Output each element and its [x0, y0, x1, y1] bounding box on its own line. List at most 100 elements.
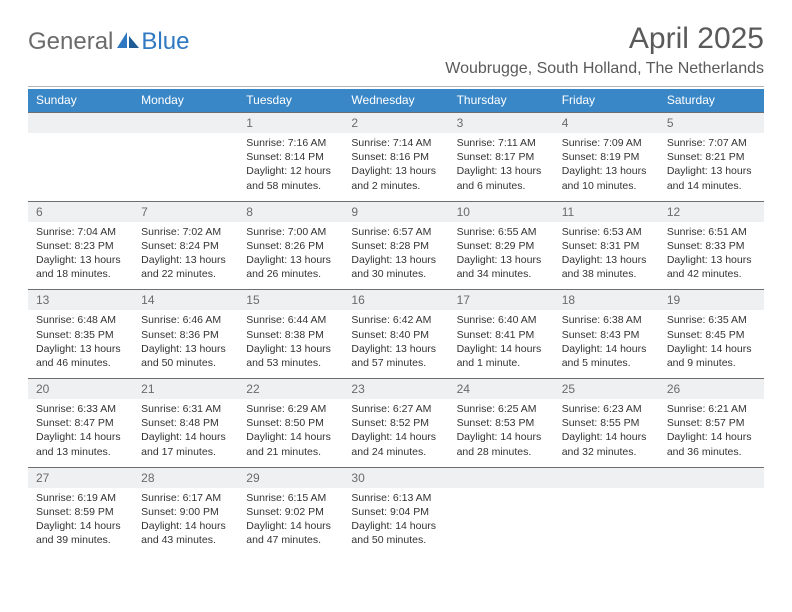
day-cell-line: Sunrise: 7:11 AM — [457, 136, 546, 150]
day-cell-line: Sunrise: 6:46 AM — [141, 313, 230, 327]
weekday-header: Thursday — [449, 89, 554, 112]
calendar-page: General Blue April 2025 Woubrugge, South… — [0, 0, 792, 575]
logo: General Blue — [28, 22, 189, 56]
weekday-header: Saturday — [659, 89, 764, 112]
day-cell-line: and 36 minutes. — [667, 445, 756, 459]
title-block: April 2025 Woubrugge, South Holland, The… — [445, 22, 764, 78]
day-cell-line: Sunrise: 6:51 AM — [667, 225, 756, 239]
day-cell-line: Sunset: 8:48 PM — [141, 416, 230, 430]
calendar-grid: SundayMondayTuesdayWednesdayThursdayFrid… — [28, 89, 764, 555]
day-cell: Sunrise: 6:17 AMSunset: 9:00 PMDaylight:… — [133, 488, 238, 556]
day-cell-line: Sunset: 8:52 PM — [351, 416, 440, 430]
day-cell-line: Sunrise: 7:14 AM — [351, 136, 440, 150]
day-cell-line: Sunrise: 7:16 AM — [246, 136, 335, 150]
day-cell: Sunrise: 6:53 AMSunset: 8:31 PMDaylight:… — [554, 222, 659, 290]
day-number — [28, 112, 133, 133]
day-cell-line: Sunset: 8:40 PM — [351, 328, 440, 342]
day-cell-line: Daylight: 14 hours — [562, 342, 651, 356]
day-number: 7 — [133, 201, 238, 222]
logo-sail-icon — [117, 30, 139, 55]
day-cell: Sunrise: 7:02 AMSunset: 8:24 PMDaylight:… — [133, 222, 238, 290]
day-cell: Sunrise: 7:14 AMSunset: 8:16 PMDaylight:… — [343, 133, 448, 201]
day-cell-line: Sunset: 8:19 PM — [562, 150, 651, 164]
day-cell-line: Daylight: 13 hours — [457, 253, 546, 267]
day-cell-line: and 5 minutes. — [562, 356, 651, 370]
day-cell-line: Sunset: 8:53 PM — [457, 416, 546, 430]
day-cell-line: and 50 minutes. — [141, 356, 230, 370]
day-cell-line: Sunrise: 6:13 AM — [351, 491, 440, 505]
day-cell: Sunrise: 7:04 AMSunset: 8:23 PMDaylight:… — [28, 222, 133, 290]
month-title: April 2025 — [445, 22, 764, 56]
day-cell-line: Daylight: 13 hours — [246, 342, 335, 356]
weekday-header: Monday — [133, 89, 238, 112]
day-cell-line: Daylight: 13 hours — [141, 342, 230, 356]
day-cell: Sunrise: 6:35 AMSunset: 8:45 PMDaylight:… — [659, 310, 764, 378]
day-cell-line: Daylight: 13 hours — [562, 164, 651, 178]
day-cell-line: and 34 minutes. — [457, 267, 546, 281]
day-cell-line: Sunrise: 6:40 AM — [457, 313, 546, 327]
day-cell: Sunrise: 6:38 AMSunset: 8:43 PMDaylight:… — [554, 310, 659, 378]
day-cell: Sunrise: 6:51 AMSunset: 8:33 PMDaylight:… — [659, 222, 764, 290]
day-cell-line: Sunrise: 6:44 AM — [246, 313, 335, 327]
day-cell-line: Sunset: 9:00 PM — [141, 505, 230, 519]
day-cell: Sunrise: 6:25 AMSunset: 8:53 PMDaylight:… — [449, 399, 554, 467]
day-cell: Sunrise: 6:13 AMSunset: 9:04 PMDaylight:… — [343, 488, 448, 556]
day-cell-line: Sunrise: 7:04 AM — [36, 225, 125, 239]
day-cell — [133, 133, 238, 201]
day-cell-line: and 43 minutes. — [141, 533, 230, 547]
day-cell: Sunrise: 6:57 AMSunset: 8:28 PMDaylight:… — [343, 222, 448, 290]
weekday-header: Tuesday — [238, 89, 343, 112]
day-cell-line: and 10 minutes. — [562, 179, 651, 193]
day-cell: Sunrise: 6:29 AMSunset: 8:50 PMDaylight:… — [238, 399, 343, 467]
day-cell-line: Daylight: 14 hours — [36, 519, 125, 533]
day-cell-line: Sunset: 8:45 PM — [667, 328, 756, 342]
day-cell-line: Sunset: 8:59 PM — [36, 505, 125, 519]
day-number: 16 — [343, 289, 448, 310]
day-cell-line: and 42 minutes. — [667, 267, 756, 281]
day-number: 8 — [238, 201, 343, 222]
day-cell-line: and 24 minutes. — [351, 445, 440, 459]
day-cell-line: Sunrise: 7:00 AM — [246, 225, 335, 239]
day-cell-line: Sunrise: 6:15 AM — [246, 491, 335, 505]
day-cell-line: Sunset: 8:21 PM — [667, 150, 756, 164]
day-number: 9 — [343, 201, 448, 222]
day-cell-line: Daylight: 13 hours — [351, 342, 440, 356]
day-cell-line: Sunset: 8:41 PM — [457, 328, 546, 342]
day-cell: Sunrise: 7:11 AMSunset: 8:17 PMDaylight:… — [449, 133, 554, 201]
day-cell-line: and 26 minutes. — [246, 267, 335, 281]
day-number: 12 — [659, 201, 764, 222]
day-cell-line: Daylight: 12 hours — [246, 164, 335, 178]
day-cell-line: Daylight: 14 hours — [36, 430, 125, 444]
day-number — [659, 467, 764, 488]
day-cell-line: and 53 minutes. — [246, 356, 335, 370]
day-cell-line: Sunrise: 6:25 AM — [457, 402, 546, 416]
day-cell-line: and 2 minutes. — [351, 179, 440, 193]
day-number: 24 — [449, 378, 554, 399]
day-number: 23 — [343, 378, 448, 399]
day-cell-line: Sunrise: 6:55 AM — [457, 225, 546, 239]
day-cell-line: Sunset: 8:43 PM — [562, 328, 651, 342]
day-cell-line: Daylight: 13 hours — [246, 253, 335, 267]
day-cell-line: and 9 minutes. — [667, 356, 756, 370]
day-cell: Sunrise: 7:09 AMSunset: 8:19 PMDaylight:… — [554, 133, 659, 201]
day-number: 15 — [238, 289, 343, 310]
day-cell-line: Daylight: 13 hours — [36, 253, 125, 267]
day-cell — [554, 488, 659, 556]
day-cell-line: and 47 minutes. — [246, 533, 335, 547]
day-cell-line: and 13 minutes. — [36, 445, 125, 459]
day-cell-line: Sunrise: 6:21 AM — [667, 402, 756, 416]
day-cell: Sunrise: 6:44 AMSunset: 8:38 PMDaylight:… — [238, 310, 343, 378]
day-number: 3 — [449, 112, 554, 133]
day-cell-line: Sunset: 8:57 PM — [667, 416, 756, 430]
day-number: 13 — [28, 289, 133, 310]
day-cell-line: and 14 minutes. — [667, 179, 756, 193]
day-cell-line: Daylight: 14 hours — [457, 342, 546, 356]
day-cell-line: Daylight: 13 hours — [141, 253, 230, 267]
day-cell-line: and 39 minutes. — [36, 533, 125, 547]
day-number: 14 — [133, 289, 238, 310]
day-cell-line: and 17 minutes. — [141, 445, 230, 459]
logo-text-blue: Blue — [141, 28, 189, 56]
day-number: 18 — [554, 289, 659, 310]
day-cell: Sunrise: 6:31 AMSunset: 8:48 PMDaylight:… — [133, 399, 238, 467]
day-cell-line: Sunrise: 6:33 AM — [36, 402, 125, 416]
